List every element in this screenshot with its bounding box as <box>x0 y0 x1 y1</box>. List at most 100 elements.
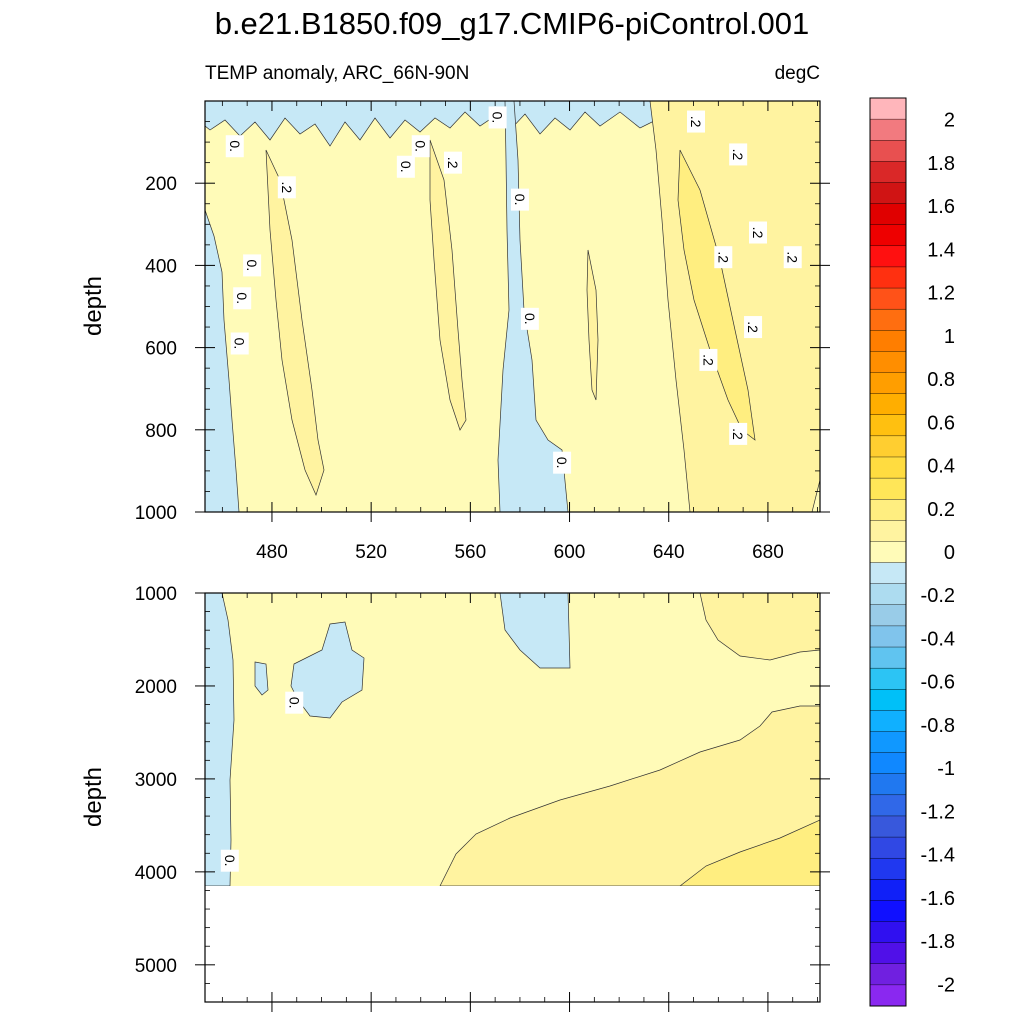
colorbar-swatch <box>869 942 907 965</box>
colorbar-swatch <box>869 794 907 817</box>
axes: 480 520 560 600 640 680 200 400 600 800 1000 1000 20… <box>135 101 830 1012</box>
contour-label-text: 0. <box>222 855 238 867</box>
contour-label: 0. <box>488 106 507 129</box>
contour-label-box <box>285 691 304 714</box>
colorbar-swatch <box>869 562 907 585</box>
y-tick-label: 3000 <box>135 770 177 791</box>
chart-title: b.e21.B1850.f09_g17.CMIP6-piControl.001 <box>214 6 810 41</box>
contour-label: 0. <box>396 155 415 178</box>
colorbar-label: -0.4 <box>921 628 955 650</box>
colorbar-label: 0.4 <box>927 456 955 478</box>
contour-label: 0. <box>243 254 262 277</box>
contour-label: 0. <box>225 135 244 158</box>
colorbar-swatch <box>869 477 907 500</box>
colorbar-label: 1.8 <box>927 153 955 175</box>
x-tick-label: 560 <box>454 542 486 563</box>
colorbar-label: 0 <box>944 542 955 564</box>
colorbar-label: -0.2 <box>921 585 955 607</box>
y-tick-label: 4000 <box>135 863 177 884</box>
lower-negative-left-strip <box>205 593 235 886</box>
y-tick-label: 5000 <box>135 956 177 977</box>
contour-label-text: 0. <box>398 161 414 173</box>
colorbar-swatch <box>869 625 907 648</box>
y-tick-label: 2000 <box>135 677 177 698</box>
contour-label: 0. <box>411 135 430 158</box>
colorbar-swatch <box>869 815 907 838</box>
colorbar-label: 1.4 <box>927 239 955 261</box>
colorbar-swatch <box>869 984 907 1007</box>
colorbar-swatch <box>869 583 907 606</box>
colorbar-swatch <box>869 161 907 183</box>
colorbar-swatch <box>869 879 907 901</box>
colorbar-label: -2 <box>937 974 955 996</box>
contour-label-box <box>488 106 507 129</box>
lower-positive-deep <box>439 705 820 886</box>
lower-positive-corner <box>699 593 820 661</box>
contour-label-text: 0. <box>522 313 538 325</box>
contour-label: 0. <box>285 691 304 714</box>
x-tick-label: 680 <box>752 542 784 563</box>
contour-label-text: .2 <box>785 251 801 263</box>
contour-label-text: .2 <box>730 149 746 161</box>
contour-label: .2 <box>277 176 296 199</box>
colorbar-swatch <box>869 921 907 944</box>
colorbar-swatch <box>869 900 907 923</box>
contour-label-box <box>729 422 748 445</box>
lower-contour-labels: 0. 0. <box>220 691 304 872</box>
colorbar-swatch <box>869 140 907 162</box>
colorbar-swatch <box>869 372 907 395</box>
colorbar-swatch <box>869 731 907 754</box>
colorbar-swatch <box>869 182 907 205</box>
colorbar-swatch <box>869 351 907 374</box>
colorbar-label: -0.8 <box>921 715 955 737</box>
colorbar-swatch <box>869 287 907 310</box>
contour-label-text: 0. <box>232 338 248 350</box>
colorbar-label: 0.6 <box>927 412 955 434</box>
contour-label-box <box>714 246 733 269</box>
contour-label-text: 0. <box>413 140 429 152</box>
contour-label: .2 <box>729 422 748 445</box>
contour-label-text: 0. <box>227 140 243 152</box>
colorbar-frame <box>869 97 907 1007</box>
contour-label-box <box>411 135 430 158</box>
colorbar-label: -1 <box>937 758 955 780</box>
lower-positive-deep-core <box>679 819 820 886</box>
contour-label: .2 <box>443 151 462 174</box>
contour-label-text: .2 <box>745 321 761 333</box>
contour-label: 0. <box>220 849 239 872</box>
contour-label-box <box>520 307 539 330</box>
lower-negative-blob-1 <box>254 661 269 696</box>
colorbar-swatch <box>869 773 907 796</box>
colorbar-swatch <box>869 224 907 247</box>
contour-label-box <box>396 155 415 178</box>
x-tick-label: 520 <box>355 542 387 563</box>
x-tick-label: 640 <box>653 542 685 563</box>
y-tick-label: 400 <box>145 256 177 277</box>
contour-label-box <box>699 348 718 371</box>
upper-contour-labels: 0. 0. 0. 0. 0. 0. 0. 0. 0. 0. .2 .2 .2 .2 .2 .2 .2 .2 .2 .2 <box>225 106 802 474</box>
colorbar-swatch <box>869 963 907 986</box>
colorbar-swatch <box>869 393 907 416</box>
contour-label-box <box>510 188 529 211</box>
lower-y-axis-title: depth <box>80 767 107 827</box>
colorbar-swatch <box>869 689 907 711</box>
contour-label-box <box>243 254 262 277</box>
contour-label-text: 0. <box>512 194 528 206</box>
contour-label: 0. <box>233 287 252 310</box>
colorbar-swatch <box>869 97 907 120</box>
contour-label-text: 0. <box>286 697 302 709</box>
upper-y-axis-title: depth <box>80 276 107 336</box>
contour-label: 0. <box>230 332 249 355</box>
colorbar-swatch <box>869 646 907 669</box>
colorbar-swatch <box>869 266 907 289</box>
contour-label-text: .2 <box>700 354 716 366</box>
colorbar-label: -1.2 <box>921 801 955 823</box>
colorbar-label: -0.6 <box>921 672 955 694</box>
contour-label-text: .2 <box>445 157 461 169</box>
upper-negative-left-column <box>205 209 240 512</box>
x-tick-label: 480 <box>256 542 288 563</box>
contour-label-box <box>225 135 244 158</box>
contour-label: .2 <box>744 316 763 339</box>
colorbar-swatch <box>869 710 907 732</box>
